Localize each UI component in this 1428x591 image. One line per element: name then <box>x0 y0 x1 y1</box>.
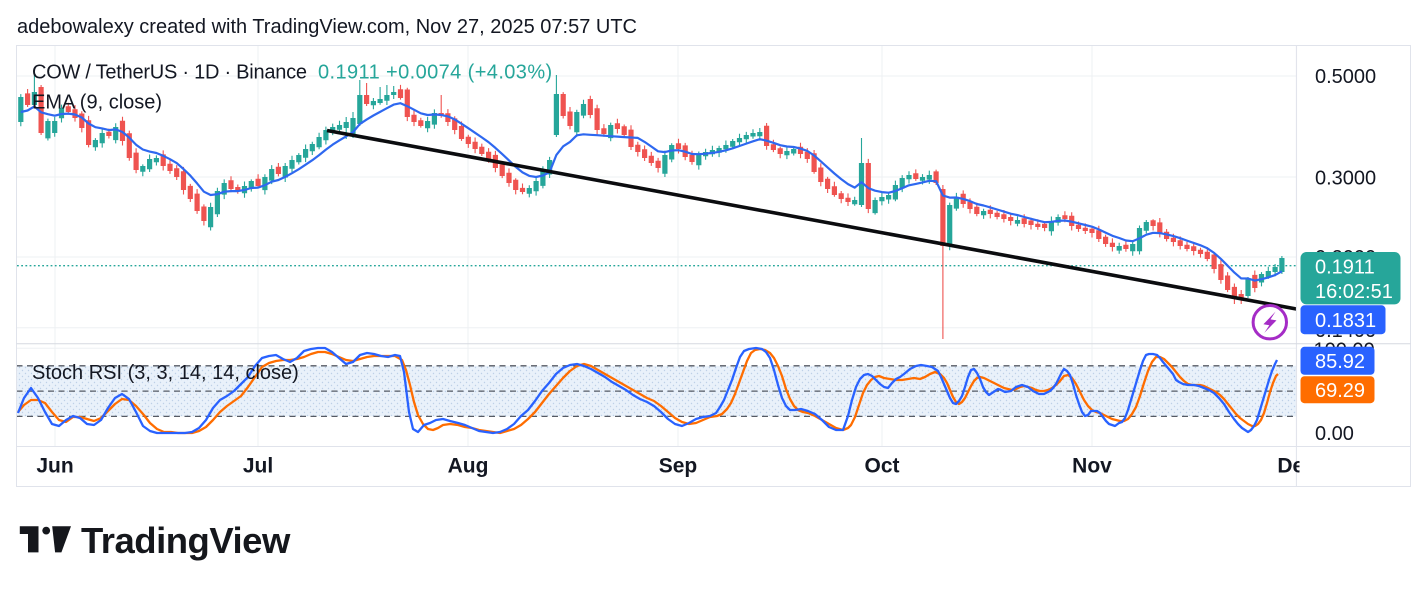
svg-text:EMA (9, close): EMA (9, close) <box>32 91 162 113</box>
svg-text:Dec: Dec <box>1277 454 1316 477</box>
svg-text:Sep: Sep <box>659 454 698 477</box>
svg-text:Nov: Nov <box>1072 454 1112 477</box>
svg-text:Stoch RSI (3, 3, 14, 14, close: Stoch RSI (3, 3, 14, 14, close) <box>32 362 299 384</box>
svg-text:Aug: Aug <box>448 454 489 477</box>
svg-text:Oct: Oct <box>864 454 899 477</box>
svg-text:0.1911: 0.1911 <box>1315 257 1375 279</box>
svg-text:0.1831: 0.1831 <box>1315 310 1376 332</box>
svg-text:0.1911 +0.0074 (+4.03%): 0.1911 +0.0074 (+4.03%) <box>318 61 553 83</box>
svg-text:TradingView: TradingView <box>81 520 291 561</box>
svg-text:0.3000: 0.3000 <box>1315 167 1376 189</box>
svg-text:Jun: Jun <box>36 454 73 477</box>
svg-text:69.29: 69.29 <box>1315 380 1365 402</box>
svg-text:Jul: Jul <box>243 454 273 477</box>
svg-text:85.92: 85.92 <box>1315 351 1365 373</box>
svg-text:adebowalexy created with Tradi: adebowalexy created with TradingView.com… <box>17 16 637 38</box>
svg-text:COW / TetherUS · 1D · Binance: COW / TetherUS · 1D · Binance <box>32 61 307 83</box>
svg-text:0.5000: 0.5000 <box>1315 66 1376 88</box>
svg-text:16:02:51: 16:02:51 <box>1315 281 1393 303</box>
svg-text:0.00: 0.00 <box>1315 423 1354 445</box>
